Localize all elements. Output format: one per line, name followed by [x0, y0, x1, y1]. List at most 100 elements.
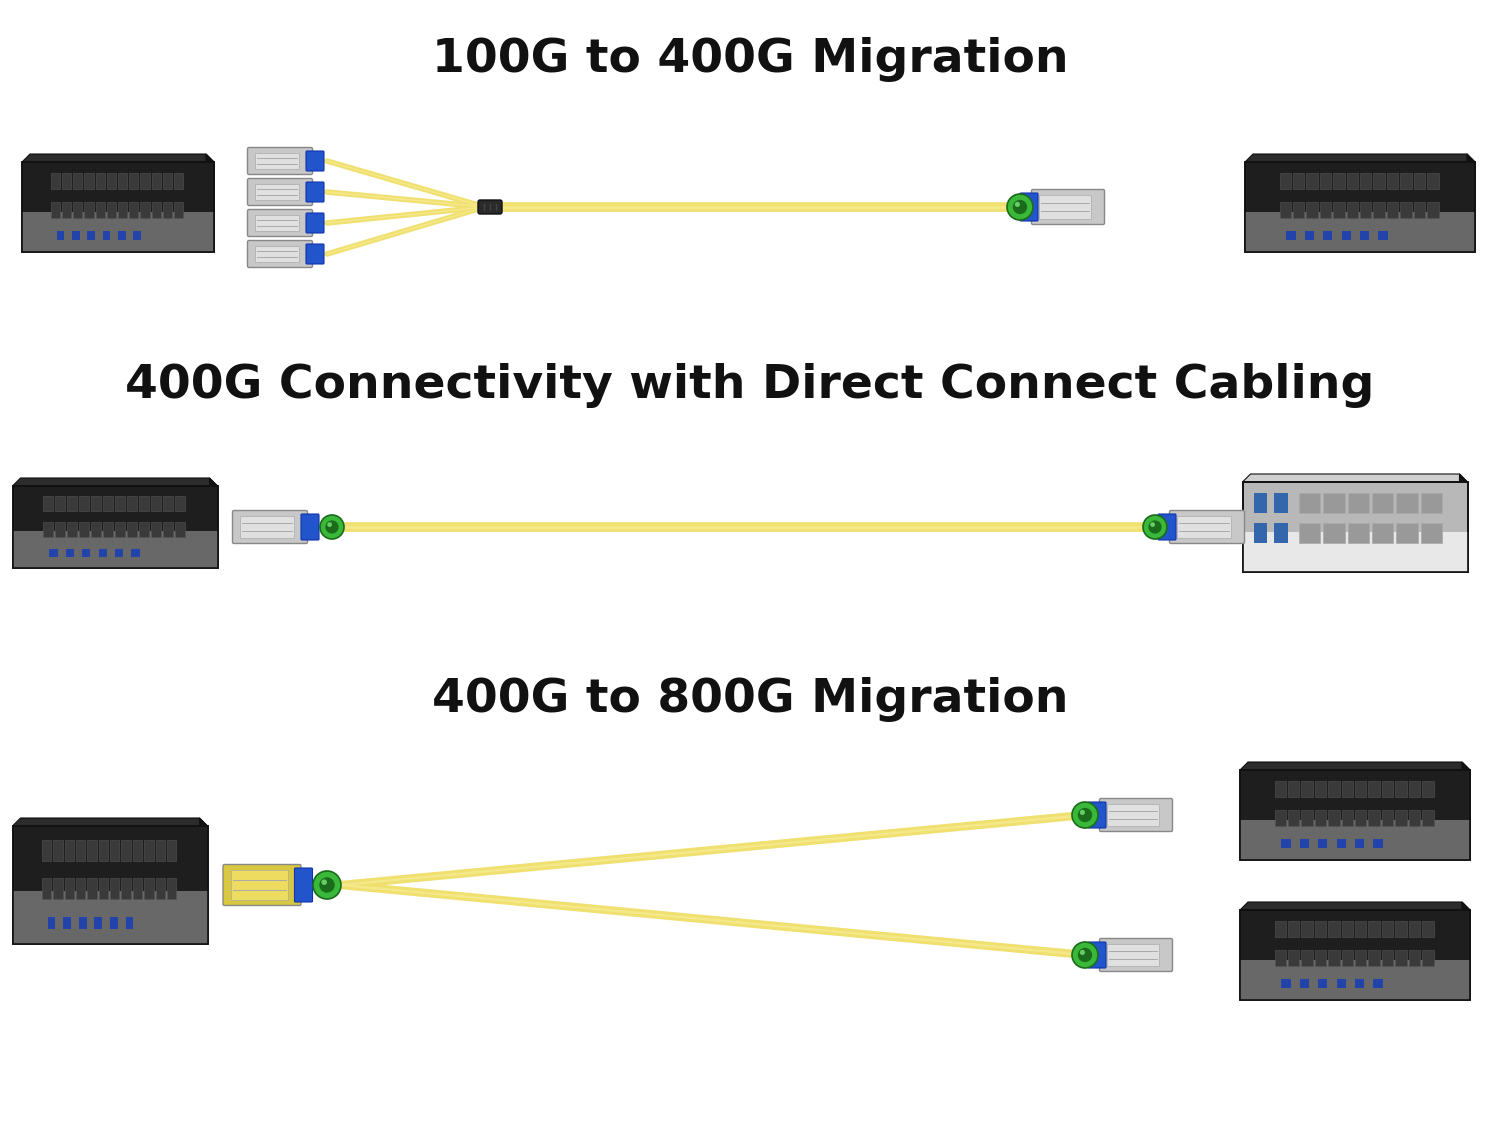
FancyBboxPatch shape	[478, 200, 502, 214]
Bar	[94, 917, 102, 928]
Bar	[156, 840, 165, 862]
Bar	[1274, 523, 1287, 543]
Bar	[1299, 523, 1320, 543]
FancyBboxPatch shape	[224, 864, 302, 906]
FancyBboxPatch shape	[306, 182, 324, 202]
Circle shape	[314, 871, 340, 899]
Bar	[1040, 195, 1090, 219]
Bar	[22, 162, 214, 252]
Bar	[1341, 232, 1352, 241]
Bar	[1242, 531, 1467, 572]
Bar	[80, 917, 87, 928]
Bar	[80, 522, 88, 537]
Circle shape	[321, 880, 327, 885]
Bar	[1408, 920, 1420, 937]
Text: 400G Connectivity with Direct Connect Cabling: 400G Connectivity with Direct Connect Ca…	[126, 362, 1374, 407]
FancyBboxPatch shape	[306, 244, 324, 264]
Bar	[174, 173, 183, 189]
Bar	[1354, 920, 1366, 937]
Bar	[132, 878, 142, 899]
Bar	[1280, 173, 1292, 189]
Bar	[92, 496, 100, 511]
Bar	[1281, 979, 1290, 988]
Bar	[1318, 979, 1328, 988]
Bar	[1388, 201, 1398, 218]
Bar	[96, 173, 105, 189]
Bar	[1347, 201, 1358, 218]
Bar	[1305, 232, 1314, 241]
Circle shape	[1016, 201, 1020, 207]
Bar	[166, 878, 177, 899]
Bar	[87, 232, 94, 241]
Bar	[1341, 920, 1353, 937]
Bar	[48, 917, 56, 928]
Bar	[1328, 950, 1340, 965]
Polygon shape	[206, 154, 214, 252]
Bar	[126, 917, 134, 928]
Bar	[255, 153, 298, 169]
Bar	[53, 840, 63, 862]
Bar	[1422, 781, 1434, 796]
FancyBboxPatch shape	[248, 241, 312, 268]
Bar	[106, 201, 116, 218]
Circle shape	[1080, 950, 1084, 955]
Polygon shape	[1462, 902, 1470, 1000]
Bar	[1242, 482, 1467, 572]
Bar	[122, 878, 130, 899]
Bar	[1240, 819, 1470, 860]
Bar	[1274, 493, 1287, 513]
Bar	[116, 549, 123, 557]
Bar	[140, 522, 148, 537]
Bar	[1420, 493, 1442, 513]
Bar	[1328, 810, 1340, 826]
Bar	[1288, 781, 1299, 796]
Bar	[1372, 523, 1394, 543]
Bar	[1334, 201, 1344, 218]
Circle shape	[1150, 522, 1155, 526]
Bar	[1388, 173, 1398, 189]
Bar	[1426, 201, 1438, 218]
FancyBboxPatch shape	[248, 179, 312, 206]
Bar	[152, 496, 160, 511]
Bar	[1318, 839, 1328, 848]
Circle shape	[1013, 200, 1028, 214]
Bar	[1354, 810, 1366, 826]
Bar	[1293, 173, 1305, 189]
Bar	[1302, 810, 1312, 826]
Bar	[82, 549, 90, 557]
Bar	[1382, 920, 1394, 937]
Polygon shape	[12, 478, 217, 486]
Bar	[1287, 232, 1296, 241]
FancyBboxPatch shape	[306, 151, 324, 171]
Bar	[1240, 910, 1470, 1000]
Bar	[1323, 493, 1344, 513]
Bar	[1382, 781, 1394, 796]
Bar	[152, 173, 160, 189]
Polygon shape	[1242, 474, 1467, 482]
Bar	[84, 173, 93, 189]
Bar	[99, 878, 108, 899]
Bar	[1288, 950, 1299, 965]
Bar	[1320, 173, 1330, 189]
Bar	[51, 173, 60, 189]
Polygon shape	[1245, 154, 1474, 162]
Bar	[132, 840, 142, 862]
Bar	[1275, 781, 1286, 796]
Bar	[1395, 781, 1407, 796]
Bar	[1368, 781, 1380, 796]
Bar	[102, 232, 111, 241]
Polygon shape	[210, 478, 218, 568]
Bar	[1293, 201, 1305, 218]
Bar	[1240, 770, 1470, 860]
Bar	[92, 522, 100, 537]
Bar	[1328, 781, 1340, 796]
Bar	[1314, 920, 1326, 937]
Bar	[141, 173, 150, 189]
Bar	[1245, 162, 1474, 252]
Bar	[1336, 979, 1346, 988]
Bar	[53, 878, 63, 899]
Bar	[22, 212, 214, 252]
Circle shape	[1078, 948, 1092, 962]
Bar	[116, 496, 124, 511]
Bar	[1240, 910, 1470, 1000]
